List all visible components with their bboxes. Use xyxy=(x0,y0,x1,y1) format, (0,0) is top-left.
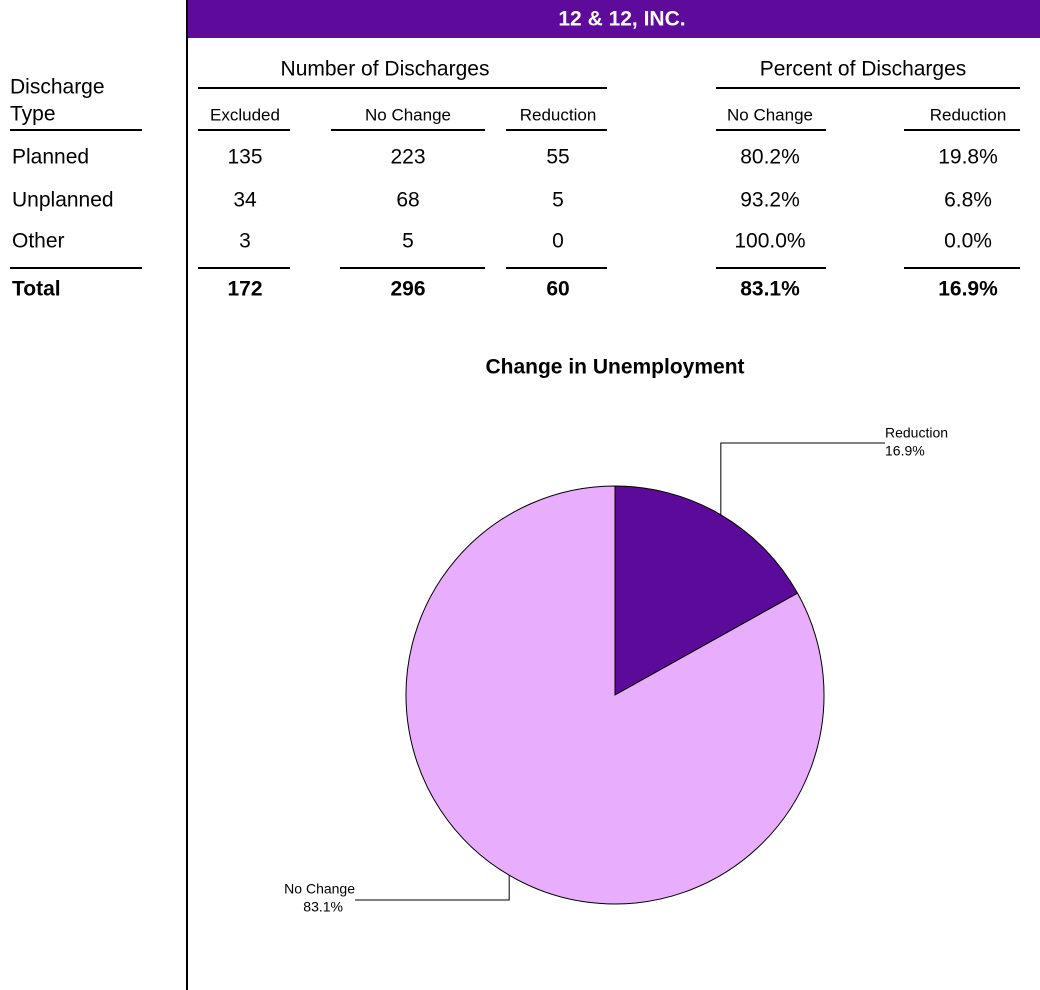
row-label: Planned xyxy=(12,146,89,169)
leader-line xyxy=(720,442,885,515)
slice-value: 16.9% xyxy=(885,443,925,459)
pie-slice xyxy=(614,485,799,696)
cell: 5 xyxy=(552,189,564,212)
cell: 0.0% xyxy=(944,230,992,253)
total-cell: 296 xyxy=(390,278,425,301)
cell: 223 xyxy=(390,146,425,169)
slice-value: 83.1% xyxy=(303,899,343,915)
chart-title: Change in Unemployment xyxy=(485,356,744,379)
leader-line xyxy=(355,875,510,901)
column-header: No Change xyxy=(365,105,451,124)
cell: 55 xyxy=(546,146,569,169)
cell: 6.8% xyxy=(944,189,992,212)
column-header: Reduction xyxy=(930,105,1007,124)
page-title: 12 & 12, INC. xyxy=(558,8,685,31)
cell: 135 xyxy=(227,146,262,169)
column-header: Reduction xyxy=(520,105,597,124)
total-label: Total xyxy=(12,278,61,301)
cell: 5 xyxy=(402,230,414,253)
cell: 93.2% xyxy=(740,189,800,212)
pie-slice xyxy=(405,485,825,905)
cell: 0 xyxy=(552,230,564,253)
slice-label: No Change xyxy=(284,881,355,897)
title-bar xyxy=(187,0,1040,38)
total-cell: 172 xyxy=(227,278,262,301)
slice-label: Reduction xyxy=(885,425,948,441)
cell: 19.8% xyxy=(938,146,998,169)
cell: 80.2% xyxy=(740,146,800,169)
row-header: Discharge xyxy=(10,76,105,99)
row-label: Unplanned xyxy=(12,189,114,212)
column-header: No Change xyxy=(727,105,813,124)
total-cell: 83.1% xyxy=(740,278,800,301)
cell: 68 xyxy=(396,189,419,212)
total-cell: 16.9% xyxy=(938,278,998,301)
row-header: Type xyxy=(10,103,56,126)
group-header: Number of Discharges xyxy=(281,58,490,81)
cell: 100.0% xyxy=(734,230,805,253)
cell: 34 xyxy=(233,189,257,212)
group-header: Percent of Discharges xyxy=(760,58,967,81)
column-header: Excluded xyxy=(210,105,280,124)
cell: 3 xyxy=(239,230,251,253)
row-label: Other xyxy=(12,230,65,253)
total-cell: 60 xyxy=(546,278,569,301)
